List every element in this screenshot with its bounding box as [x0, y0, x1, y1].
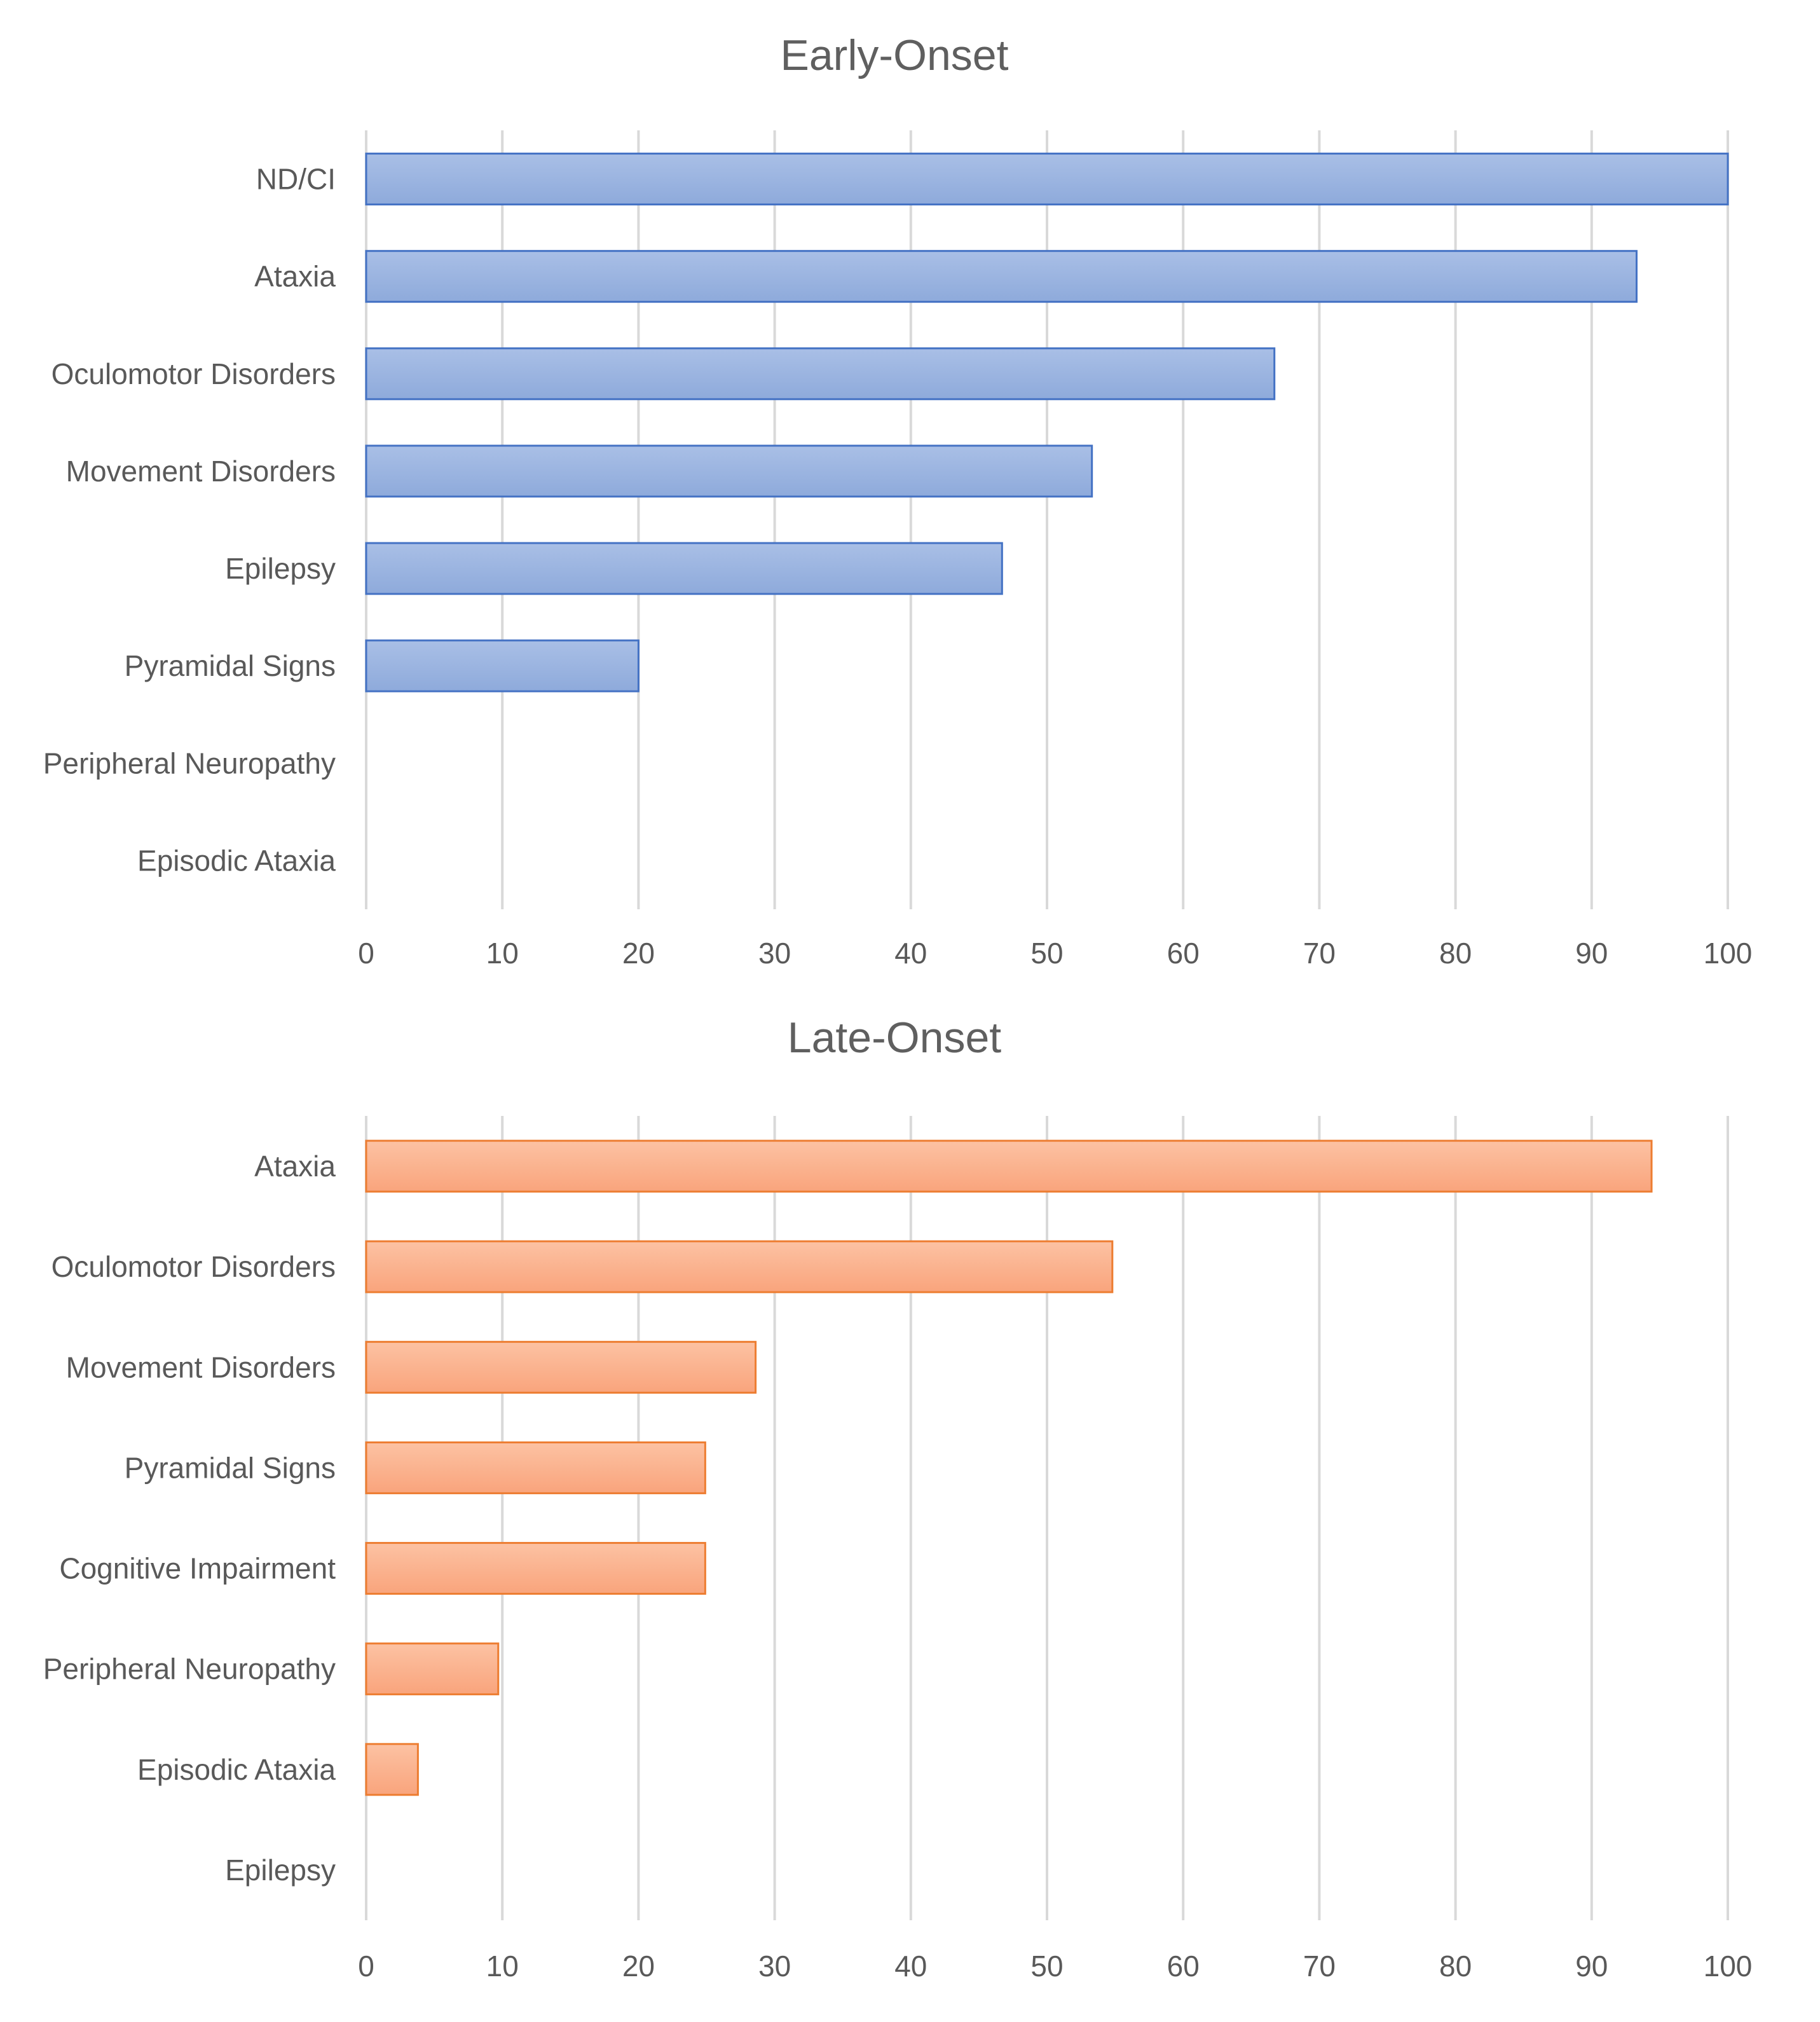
late-onset-panel: Late-Onset 0 10 20 30 40 50 60 70 80 90 100 Ataxia Oc…	[43, 1014, 1753, 1983]
late-x-tick-80: 80	[1439, 1950, 1472, 1983]
late-bar-oculomotor-disorders	[365, 1240, 1114, 1293]
late-category-label-peripheral-neuropathy: Peripheral Neuropathy	[43, 1653, 336, 1686]
early-category-label-epilepsy: Epilepsy	[225, 552, 336, 585]
early-bar-pyramidal-signs	[365, 639, 640, 692]
early-x-tick-50: 50	[1030, 937, 1063, 970]
late-bar-ataxia	[365, 1139, 1653, 1193]
early-bar-movement-disorders	[365, 444, 1093, 498]
late-x-tick-20: 20	[622, 1950, 655, 1983]
early-category-label-movement-disorders: Movement Disorders	[66, 455, 336, 488]
late-category-label-pyramidal-signs: Pyramidal Signs	[125, 1451, 336, 1484]
early-category-label-peripheral-neuropathy: Peripheral Neuropathy	[43, 746, 336, 780]
early-bar-oculomotor-disorders	[365, 347, 1276, 401]
late-bar-peripheral-neuropathy	[365, 1642, 500, 1696]
early-bar-epilepsy	[365, 542, 1003, 595]
late-x-tick-70: 70	[1303, 1950, 1336, 1983]
early-x-tick-30: 30	[758, 937, 791, 970]
early-x-tick-10: 10	[486, 937, 519, 970]
late-category-label-episodic-ataxia: Episodic Ataxia	[137, 1753, 336, 1786]
late-chart-title: Late-Onset	[788, 1014, 1002, 1062]
early-x-tick-0: 0	[358, 937, 374, 970]
early-x-tick-60: 60	[1167, 937, 1200, 970]
early-x-tick-100: 100	[1704, 937, 1753, 970]
early-x-tick-40: 40	[894, 937, 927, 970]
late-bar-cognitive-impairment	[365, 1542, 706, 1595]
late-x-tick-100: 100	[1704, 1950, 1753, 1983]
late-bar-movement-disorders	[365, 1340, 757, 1394]
late-x-tick-60: 60	[1167, 1950, 1200, 1983]
late-x-tick-0: 0	[358, 1950, 374, 1983]
late-bar-episodic-ataxia	[365, 1743, 419, 1796]
early-x-tick-70: 70	[1303, 937, 1336, 970]
late-category-label-oculomotor-disorders: Oculomotor Disorders	[51, 1250, 336, 1283]
late-x-tick-30: 30	[758, 1950, 791, 1983]
early-category-label-episodic-ataxia: Episodic Ataxia	[137, 844, 336, 877]
late-category-label-cognitive-impairment: Cognitive Impairment	[59, 1552, 336, 1585]
late-x-tick-10: 10	[486, 1950, 519, 1983]
late-category-label-ataxia: Ataxia	[254, 1150, 336, 1183]
late-x-tick-90: 90	[1575, 1950, 1608, 1983]
early-chart-title: Early-Onset	[781, 31, 1009, 79]
late-bar-pyramidal-signs	[365, 1441, 706, 1494]
late-category-label-epilepsy: Epilepsy	[225, 1854, 336, 1887]
late-x-tick-50: 50	[1030, 1950, 1063, 1983]
early-bar-nd-ci	[365, 153, 1729, 206]
early-x-tick-80: 80	[1439, 937, 1472, 970]
early-category-label-oculomotor-disorders: Oculomotor Disorders	[51, 357, 336, 390]
late-category-label-movement-disorders: Movement Disorders	[66, 1351, 336, 1384]
early-category-label-ataxia: Ataxia	[254, 260, 336, 293]
early-bar-ataxia	[365, 250, 1638, 303]
early-category-label-nd-ci: ND/CI	[256, 163, 336, 196]
early-onset-panel: Early-Onset 0 10 20 30 40 50 60 70 80 90 100 ND/CI At…	[43, 31, 1753, 970]
early-category-label-pyramidal-signs: Pyramidal Signs	[125, 649, 336, 682]
late-x-tick-40: 40	[894, 1950, 927, 1983]
early-x-tick-90: 90	[1575, 937, 1608, 970]
early-x-tick-20: 20	[622, 937, 655, 970]
